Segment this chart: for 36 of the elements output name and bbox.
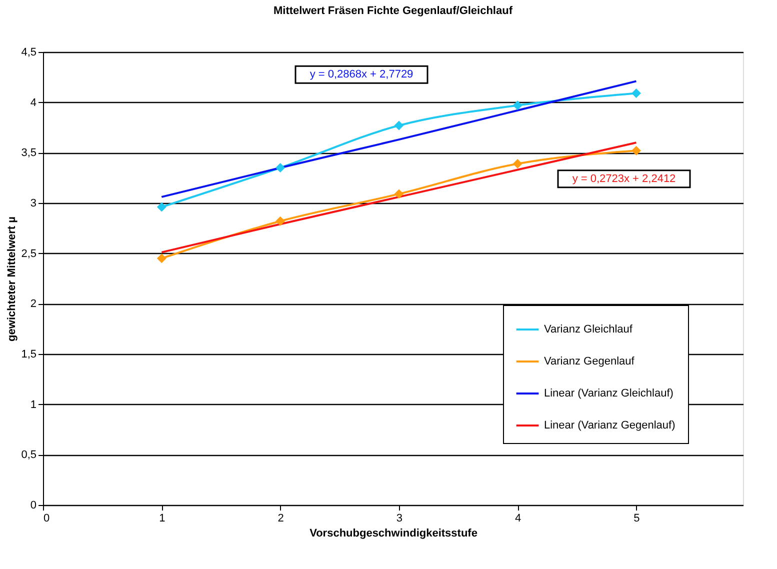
x-axis-title: Vorschubgeschwindigkeitsstufe [310,528,478,540]
x-tick-label: 0 [44,512,50,524]
point [512,158,522,168]
legend-label: Varianz Gleichlauf [544,324,634,336]
x-tick-label: 3 [396,512,402,524]
point [394,189,404,199]
x-tick-label: 1 [159,512,166,524]
annotation: y = 0,2723x + 2,2412 [572,172,676,185]
x-tick-label: 2 [278,512,284,524]
y-tick-label: 1 [30,398,36,411]
y-tick-label: 0,5 [21,449,36,462]
y-tick-label: 4,5 [21,46,36,58]
x-tick-label: 5 [634,512,640,524]
x-tick-label: 4 [515,512,522,524]
point [276,163,286,173]
y-tick-label: 3,5 [21,147,36,160]
point [631,146,641,156]
annotation: y = 0,2868x + 2,7729 [310,68,414,81]
y-tick-label: 3 [30,198,36,210]
y-tick-label: 2 [30,298,36,310]
point [394,120,404,130]
y-tick-label: 2,5 [21,248,36,260]
point [156,202,166,212]
point [156,254,166,264]
point [276,216,286,226]
line-series [160,80,638,198]
y-axis-title: gewichteter Mittelwert µ [6,216,18,342]
y-tick-label: 0 [30,500,36,512]
point [631,88,641,98]
chart-title: Mittelwert Fräsen Fichte Gegenlauf/Gleichlauf [274,5,513,17]
legend-label: Linear (Varianz Gegenlauf) [544,420,676,432]
y-tick-label: 1,5 [21,348,36,360]
y-tick-label: 4 [30,96,36,109]
legend-label: Linear (Varianz Gleichlauf) [544,388,674,400]
point [512,100,522,110]
legend-label: Varianz Gegenlauf [544,356,636,368]
